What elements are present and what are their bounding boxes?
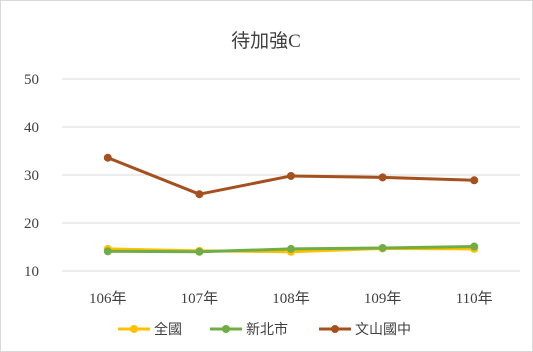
x-axis-tick-labels: 106年 107年 108年 109年 110年 (89, 290, 493, 307)
data-point (470, 176, 479, 185)
data-point (103, 247, 112, 256)
y-tick-label: 10 (24, 264, 39, 280)
series-group (103, 153, 479, 256)
x-tick-label: 106年 (89, 290, 127, 307)
data-point (287, 171, 295, 180)
data-point (378, 173, 387, 182)
legend-item: 全國 (118, 321, 182, 338)
y-axis-tick-labels: 10 20 30 40 50 (24, 72, 39, 280)
data-point (195, 247, 204, 256)
legend-item: 文山國中 (319, 322, 411, 338)
legend-label: 文山國中 (355, 322, 411, 338)
x-tick-label: 108年 (272, 290, 310, 307)
legend-label: 新北市 (246, 321, 288, 338)
legend-item: 新北市 (210, 321, 288, 338)
y-tick-label: 40 (24, 120, 39, 136)
x-tick-label: 109年 (364, 290, 402, 307)
data-point (378, 243, 387, 252)
x-tick-label: 110年 (456, 290, 493, 307)
legend-label: 全國 (154, 321, 182, 338)
y-tick-label: 30 (24, 168, 39, 184)
y-tick-label: 50 (24, 72, 39, 88)
data-point (103, 153, 112, 162)
data-point (287, 244, 295, 253)
data-point (195, 190, 204, 199)
y-tick-label: 20 (24, 216, 39, 232)
chart-title: 待加強C (231, 30, 301, 52)
legend-swatch-marker (331, 325, 339, 333)
legend: 全國 新北市 文山國中 (118, 321, 411, 338)
x-tick-label: 107年 (181, 290, 219, 307)
legend-swatch-marker (222, 325, 230, 333)
data-point (470, 242, 479, 251)
legend-swatch-marker (130, 325, 138, 333)
